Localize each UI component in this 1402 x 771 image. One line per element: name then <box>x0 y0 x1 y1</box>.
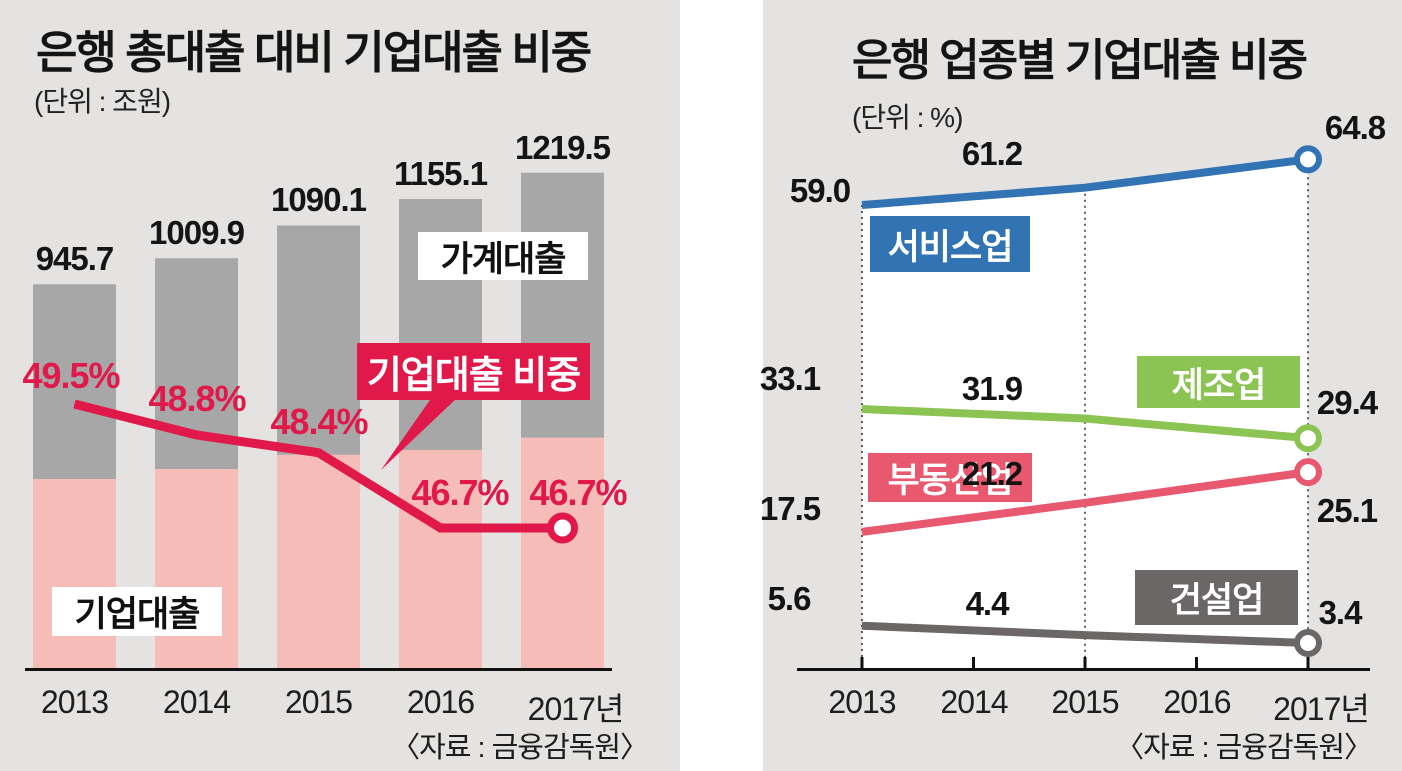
value-label: 25.1 <box>1316 492 1378 529</box>
percentage-label: 46.7% <box>411 472 509 513</box>
x-axis-tick <box>860 657 864 668</box>
bar-corporate-segment <box>399 450 482 670</box>
series-end-marker <box>1294 458 1322 487</box>
right-chart-source: 〈자료 : 금융감독원〉 <box>1115 732 1373 764</box>
percentage-label: 46.7% <box>529 472 627 513</box>
corporate-share-line <box>73 399 563 533</box>
value-label: 64.8 <box>1324 109 1386 146</box>
value-label: 59.0 <box>789 172 851 209</box>
household-loans-label: 가계대출 <box>418 232 588 280</box>
x-axis-tick <box>1306 657 1310 668</box>
percentage-label: 48.8% <box>148 378 246 419</box>
industry-series-line <box>861 405 1309 443</box>
series-label-construction: 건설업 <box>1135 570 1298 625</box>
series-label-real-estate: 부동산업 <box>868 453 1032 502</box>
bar-total-label: 945.7 <box>35 240 115 277</box>
value-label: 4.4 <box>965 585 1010 622</box>
percentage-label: 49.5% <box>22 355 120 396</box>
bar-total-label: 1090.1 <box>271 181 367 218</box>
series-end-marker <box>1294 424 1322 453</box>
industry-series-line <box>861 621 1309 647</box>
x-axis-tick <box>972 657 975 668</box>
x-axis-tick-label: 2015 <box>284 684 353 720</box>
bar-total-label: 1219.5 <box>515 129 611 166</box>
x-axis-tick-label: 2017년 <box>527 691 625 727</box>
x-axis-tick-label: 2016 <box>406 684 475 720</box>
industry-series-line <box>861 468 1309 536</box>
bar-corporate-segment <box>33 479 116 670</box>
corporate-loan-share-callout: 기업대출 비중 <box>357 343 590 400</box>
left-chart-unit-label: (단위 : 조원) <box>34 86 171 117</box>
right-chart-title: 은행 업종별 기업대출 비중 <box>852 36 1308 85</box>
value-label: 5.6 <box>767 580 812 617</box>
left-chart-source: 〈자료 : 금융감독원〉 <box>391 732 649 764</box>
bar-total-label: 1009.9 <box>149 214 245 251</box>
series-end-marker <box>1294 629 1322 657</box>
percentage-label: 48.4% <box>270 401 368 442</box>
bar-household-segment <box>33 284 116 480</box>
bar-corporate-segment <box>155 469 238 670</box>
series-label-services: 서비스업 <box>870 216 1030 272</box>
x-axis-tick <box>1083 657 1087 668</box>
line-end-marker <box>547 512 578 544</box>
left-chart-panel: 은행 총대출 대비 기업대출 비중 (단위 : 조원) 가계대출 기업대출 기업… <box>0 0 680 771</box>
x-axis-tick-label: 2014 <box>940 684 1008 720</box>
bar-total-label: 1155.1 <box>393 155 488 192</box>
x-axis-tick-label: 2016 <box>1163 684 1231 720</box>
x-axis-tick-label: 2013 <box>40 684 109 720</box>
callout-tail <box>381 397 458 470</box>
series-label-manufacturing: 제조업 <box>1137 356 1300 408</box>
x-axis-tick-label: 2017년 <box>1273 691 1370 727</box>
value-label: 29.4 <box>1316 384 1378 421</box>
right-chart-plot <box>797 145 1370 671</box>
left-chart-plot <box>25 172 612 671</box>
right-chart-panel: 은행 업종별 기업대출 비중 (단위 : %) 서비스업 제조업 부동산업 건설… <box>760 0 1402 771</box>
corporate-loans-label: 기업대출 <box>52 587 222 636</box>
industry-series-line <box>861 155 1309 209</box>
value-label: 33.1 <box>759 360 821 397</box>
series-end-marker <box>1294 145 1322 174</box>
bar-household-segment <box>277 225 360 455</box>
value-label: 31.9 <box>961 370 1023 407</box>
value-label: 61.2 <box>961 135 1023 172</box>
value-label: 21.2 <box>961 455 1023 492</box>
value-label: 3.4 <box>1318 594 1363 631</box>
bar-corporate-segment <box>277 454 360 670</box>
x-axis-line <box>25 668 612 671</box>
value-label: 17.5 <box>759 490 821 527</box>
x-axis-tick <box>1195 657 1198 668</box>
x-axis-tick-label: 2013 <box>828 684 896 720</box>
bar-corporate-segment <box>521 437 604 670</box>
x-axis-tick-label: 2014 <box>162 684 231 720</box>
left-chart-title: 은행 총대출 대비 기업대출 비중 <box>36 27 592 78</box>
right-chart-unit-label: (단위 : %) <box>852 102 963 133</box>
x-axis-tick-label: 2015 <box>1051 684 1119 720</box>
x-axis-line <box>797 668 1370 671</box>
